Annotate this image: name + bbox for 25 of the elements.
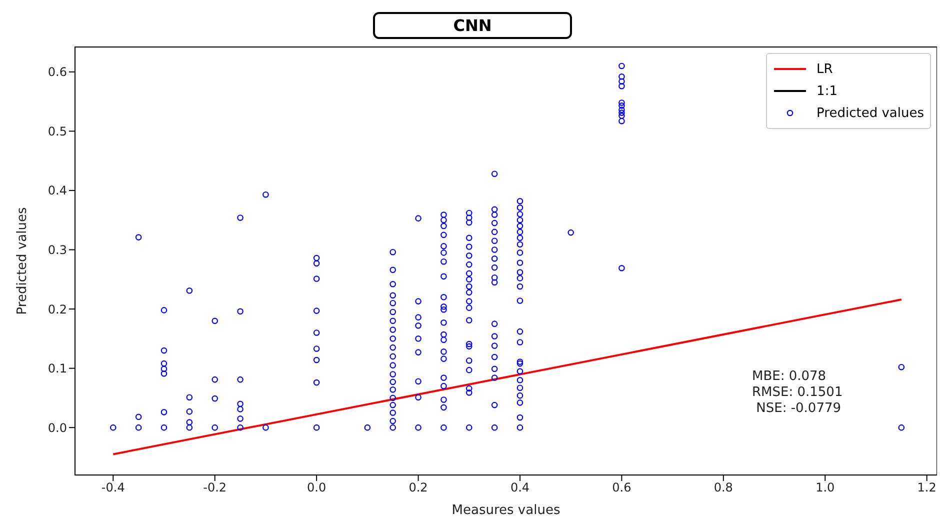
- x-tick-label: 0.8: [714, 480, 733, 495]
- legend-label: Predicted values: [816, 106, 924, 120]
- y-tick-label: 0.1: [48, 362, 67, 376]
- y-axis-title: Predicted values: [15, 207, 30, 315]
- y-tick-label: 0.4: [48, 184, 67, 198]
- x-tick-label: -0.2: [203, 480, 227, 495]
- legend-label: 1:1: [816, 84, 838, 98]
- y-tick-label: 0.6: [48, 65, 67, 80]
- x-tick-label: 0.4: [510, 480, 530, 495]
- annotation: RMSE: 0.1501: [752, 385, 843, 400]
- legend-label: LR: [816, 62, 833, 76]
- x-tick-label: -0.4: [101, 480, 125, 495]
- y-tick-label: 0.0: [48, 420, 67, 435]
- x-tick-label: 1.2: [917, 480, 936, 495]
- x-tick-label: 0.2: [408, 480, 428, 495]
- y-tick-label: 0.2: [48, 302, 67, 316]
- annotation: NSE: -0.0779: [752, 401, 842, 416]
- x-tick-label: 0.6: [612, 480, 632, 495]
- y-tick-label: 0.3: [48, 242, 67, 257]
- annotation: MBE: 0.078: [752, 369, 826, 384]
- chart-title: CNN: [373, 12, 572, 39]
- x-tick-label: 0.0: [307, 480, 326, 495]
- y-tick-label: 0.5: [48, 124, 67, 138]
- x-axis-title: Measures values: [452, 503, 560, 518]
- x-tick-label: 1.0: [816, 480, 835, 495]
